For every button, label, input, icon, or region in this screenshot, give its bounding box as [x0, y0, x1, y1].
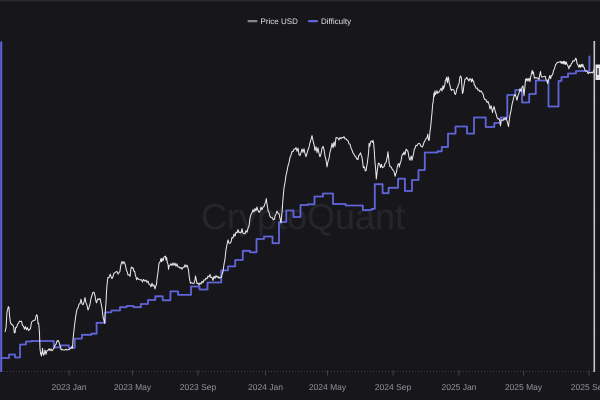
- svg-text:2025 Jan: 2025 Jan: [442, 382, 477, 392]
- svg-text:Difficulty: Difficulty: [321, 17, 351, 26]
- svg-text:2025 Sep: 2025 Sep: [571, 382, 600, 392]
- svg-text:2023 Sep: 2023 Sep: [180, 382, 217, 392]
- svg-text:2024 May: 2024 May: [309, 382, 347, 392]
- svg-text:2025 May: 2025 May: [505, 382, 543, 392]
- svg-text:CryptoQuant: CryptoQuant: [201, 196, 405, 237]
- svg-text:2024 Sep: 2024 Sep: [375, 382, 412, 392]
- svg-text:Price USD: Price USD: [261, 17, 299, 26]
- svg-text:2023 May: 2023 May: [114, 382, 152, 392]
- svg-text:2024 Jan: 2024 Jan: [248, 382, 283, 392]
- svg-text:2023 Jan: 2023 Jan: [52, 382, 87, 392]
